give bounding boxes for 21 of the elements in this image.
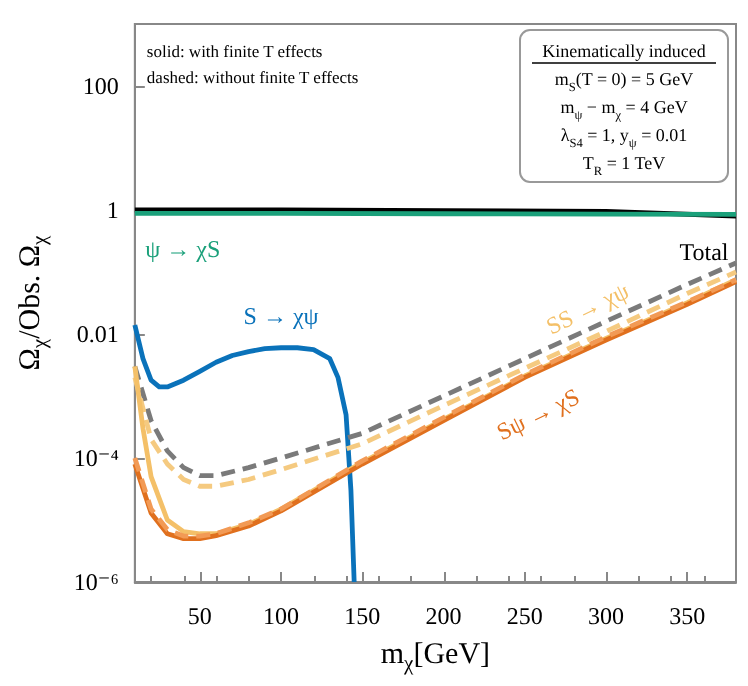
series-label: ψ → χS — [145, 235, 221, 264]
y-tick-label: 10⁻⁴ — [73, 444, 119, 472]
x-tick-label: 300 — [588, 602, 625, 630]
y-tick-label: 1 — [106, 196, 119, 224]
y-tick-label: 10⁻⁶ — [73, 568, 119, 596]
text: Sψ → χS — [492, 382, 584, 447]
x-tick-label: 200 — [425, 602, 462, 630]
series-label: S → χψ — [243, 301, 320, 330]
annotation: solid: with finite T effects — [146, 40, 323, 61]
x-tick-label: 100 — [263, 602, 300, 630]
x-tick-label: 250 — [506, 602, 543, 630]
y-axis-title: Ωχ/Obs. Ωχ — [15, 234, 52, 371]
y-tick-label: 0.01 — [76, 320, 119, 348]
x-tick-label: 350 — [669, 602, 706, 630]
series-label: Total — [679, 238, 730, 267]
x-tick-label: 150 — [344, 602, 381, 630]
y-tick-label: 100 — [82, 72, 119, 100]
text: SS → χψ — [541, 276, 635, 341]
x-tick-label: 50 — [187, 602, 212, 630]
annotation: Kinematically induced — [542, 41, 707, 61]
annotation: dashed: without finite T effects — [146, 66, 359, 87]
